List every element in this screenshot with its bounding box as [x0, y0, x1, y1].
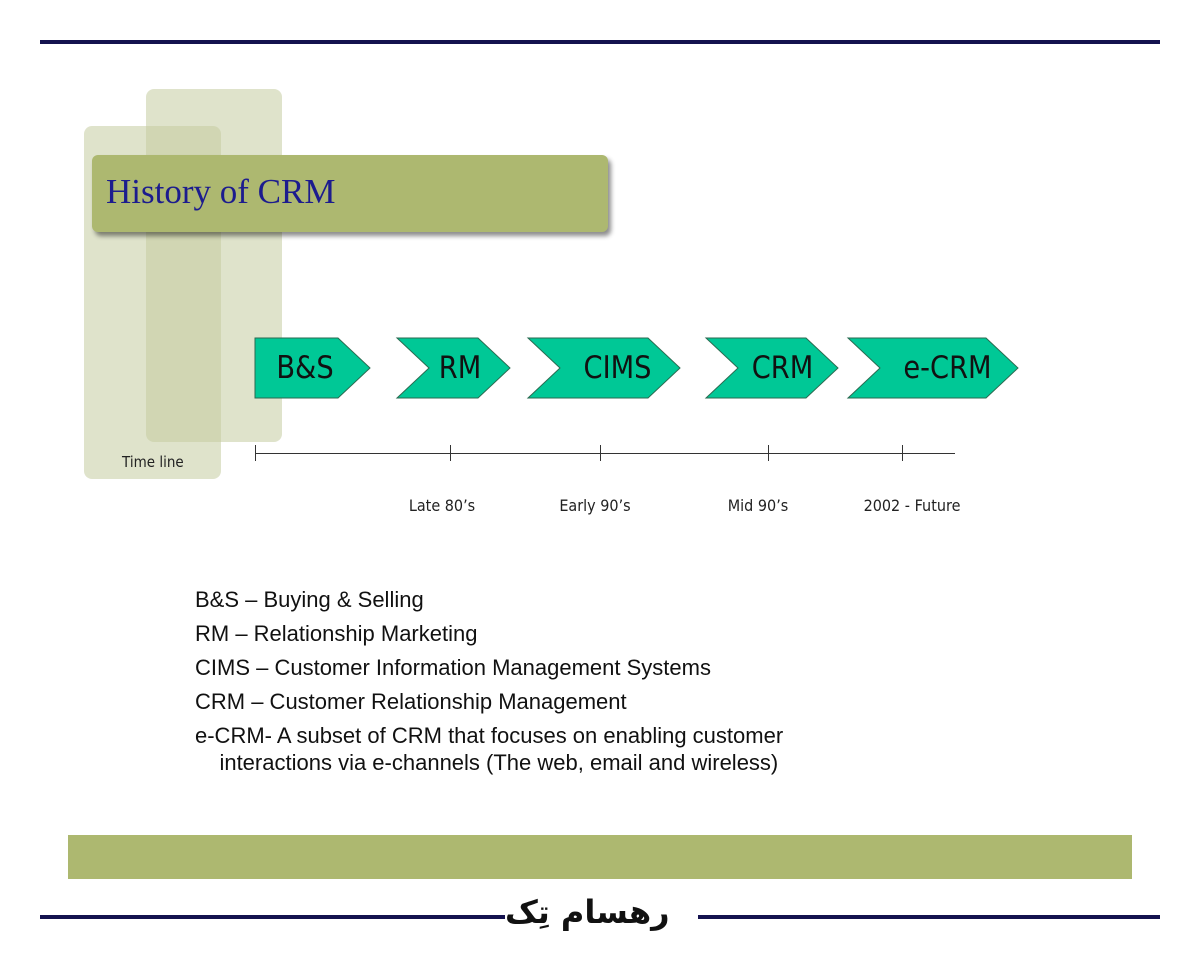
date-label: Early 90’s	[559, 496, 631, 515]
timeline-axis	[255, 453, 955, 454]
stage-label: B&S	[276, 350, 334, 386]
timeline-tick	[768, 445, 769, 461]
legend-item: RM – Relationship Marketing	[195, 621, 478, 646]
top-rule	[40, 40, 1160, 44]
footer-band	[68, 835, 1132, 879]
legend-item: B&S – Buying & Selling	[195, 587, 424, 612]
slide-title: History of CRM	[106, 172, 336, 211]
stage-label: RM	[438, 350, 482, 386]
chevron-cims	[526, 337, 681, 399]
timeline-tick	[450, 445, 451, 461]
chevron-crm	[704, 337, 839, 399]
date-label: 2002 - Future	[863, 496, 961, 515]
title-bar	[92, 155, 608, 232]
bottom-rule-right	[698, 915, 1160, 919]
legend-item: CIMS – Customer Information Management S…	[195, 655, 711, 680]
legend-item: CRM – Customer Relationship Management	[195, 689, 627, 714]
timeline-label: Time line	[122, 453, 184, 471]
legend-item: interactions via e-channels (The web, em…	[195, 750, 779, 775]
stage-chevrons	[254, 337, 1019, 399]
bottom-rule-left	[40, 915, 505, 919]
brand-logo: رهسام تِک	[505, 893, 670, 931]
date-label: Late 80’s	[408, 496, 476, 515]
timeline-tick	[255, 445, 256, 461]
chevron-rm	[395, 337, 511, 399]
stage-label: CRM	[751, 350, 814, 386]
date-label: Mid 90’s	[727, 496, 789, 515]
stage-label: e-CRM	[903, 350, 992, 386]
chevron-ecrm	[846, 337, 1019, 399]
stage-label: CIMS	[583, 350, 652, 386]
timeline-tick	[600, 445, 601, 461]
timeline-tick	[902, 445, 903, 461]
chevron-bs	[254, 337, 371, 399]
legend-item: e-CRM- A subset of CRM that focuses on e…	[195, 723, 784, 748]
abbreviation-legend: B&S – Buying & Selling RM – Relationship…	[195, 583, 783, 775]
